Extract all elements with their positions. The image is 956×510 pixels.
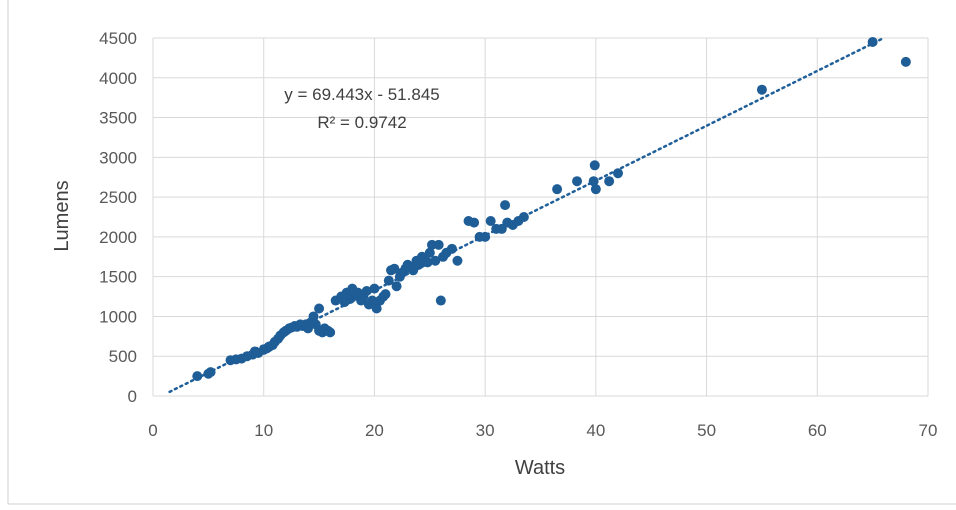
- y-tick-label: 3500: [99, 109, 137, 128]
- x-tick-label: 70: [919, 421, 938, 440]
- y-tick-label: 1000: [99, 307, 137, 326]
- scatter-point: [383, 275, 394, 286]
- scatter-point: [424, 247, 435, 258]
- scatter-point: [604, 176, 615, 187]
- scatter-point: [391, 281, 402, 292]
- scatter-point: [446, 243, 457, 254]
- scatter-point: [590, 184, 601, 195]
- y-tick-labels: 0 500 1000 1500 2000 2500 3000 3500 4000 4500: [99, 29, 137, 406]
- scatter-point: [518, 212, 529, 222]
- y-tick-label: 4500: [99, 29, 137, 48]
- scatter-point: [430, 255, 441, 266]
- scatter-point: [469, 217, 480, 228]
- y-tick-label: 3000: [99, 148, 137, 167]
- scatter-point: [367, 295, 378, 306]
- scatter-point: [588, 176, 599, 187]
- x-tick-label: 20: [365, 421, 384, 440]
- scatter-point: [192, 371, 203, 382]
- scatter-point: [422, 257, 433, 268]
- scatter-point: [361, 285, 372, 296]
- y-tick-label: 0: [128, 387, 137, 406]
- x-tick-label: 60: [808, 421, 827, 440]
- x-tick-label: 50: [697, 421, 716, 440]
- chart-border: [7, 0, 956, 505]
- x-tick-label: 30: [476, 421, 495, 440]
- scatter-point: [756, 84, 767, 95]
- scatter-point: [572, 176, 583, 187]
- scatter-point: [500, 200, 511, 211]
- scatter-point: [380, 289, 391, 300]
- y-tick-label: 2500: [99, 188, 137, 207]
- scatter-point: [589, 160, 600, 171]
- scatter-point: [435, 295, 446, 306]
- y-axis-title: Lumens: [51, 180, 73, 251]
- data-points: [192, 36, 911, 382]
- scatter-point: [369, 283, 380, 294]
- scatter-point: [867, 36, 878, 47]
- scatter-point: [452, 255, 463, 266]
- scatter-point: [480, 231, 491, 242]
- scatter-point: [314, 303, 325, 314]
- x-axis-title: Watts: [515, 457, 565, 479]
- x-tick-label: 40: [586, 421, 605, 440]
- scatter-point: [485, 215, 496, 226]
- scatter-point: [308, 311, 319, 322]
- x-tick-labels: 0 10 20 30 40 50 60 70: [148, 421, 937, 440]
- y-tick-label: 4000: [99, 69, 137, 88]
- y-tick-label: 500: [109, 347, 137, 366]
- scatter-point: [371, 303, 382, 314]
- scatter-point: [613, 168, 623, 179]
- x-tick-label: 0: [148, 421, 157, 440]
- y-tick-label: 1500: [99, 268, 137, 287]
- x-tick-label: 10: [254, 421, 273, 440]
- scatter-point: [433, 239, 444, 250]
- gridlines: [152, 37, 929, 397]
- scatter-point: [552, 184, 563, 195]
- scatter-point: [205, 367, 216, 378]
- scatter-point: [325, 327, 336, 338]
- trendline-r2: R² = 0.9742: [317, 113, 406, 132]
- y-tick-label: 2000: [99, 228, 137, 247]
- trendline-equation: y = 69.443x - 51.845: [284, 85, 439, 104]
- scatter-point: [900, 56, 911, 67]
- scatter-point: [389, 263, 400, 274]
